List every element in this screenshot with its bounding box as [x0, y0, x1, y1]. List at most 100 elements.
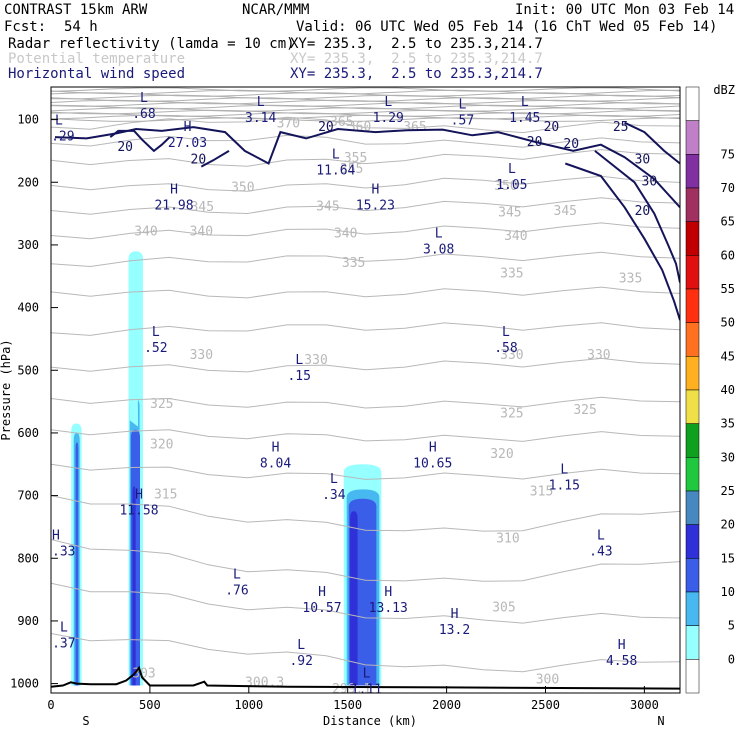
wind-label: 20: [191, 152, 207, 167]
colorbar-tick-label: 40: [721, 383, 735, 397]
extremum-low: L.15: [287, 353, 310, 384]
theta-contour: [51, 429, 680, 442]
colorbar-segment: [685, 558, 700, 593]
wind-label: 20: [635, 204, 651, 219]
theta-label: 345: [498, 206, 521, 221]
extremum-high: H4.58: [606, 638, 637, 669]
extremum-letter: H: [384, 585, 392, 600]
theta-label: 315: [154, 488, 177, 503]
colorbar-tick-label: 35: [721, 417, 735, 431]
theta-upper-contour: [51, 107, 680, 112]
reflectivity-fill-20dbz: [132, 486, 136, 686]
extremum-low: L1.11: [351, 666, 382, 693]
extremum-value: 8.29: [43, 130, 74, 145]
wind-contour: [564, 162, 680, 321]
extremum-high: H14.33: [51, 528, 76, 559]
colorbar-tick-label: 20: [721, 518, 735, 532]
field-wind-xy: XY= 235.3, 2.5 to 235.3,214.7: [290, 66, 543, 82]
theta-label: 330: [190, 348, 213, 363]
theta-contour: [51, 357, 680, 373]
extremum-low: L.57: [451, 97, 474, 128]
x-axis-label: Distance (km): [323, 714, 417, 728]
colorbar-tick-label: 10: [721, 585, 735, 599]
theta-contour: [51, 633, 680, 673]
colorbar-segment: [685, 322, 700, 357]
colorbar-unit: dBZ: [713, 83, 735, 97]
y-tick-label: 800: [17, 551, 39, 565]
extremum-letter: H: [272, 441, 280, 456]
theta-label: 335: [500, 267, 523, 282]
theta-label: 340: [134, 225, 157, 240]
x-tick-label: 3000: [630, 698, 659, 712]
wind-label: 20: [527, 135, 543, 150]
colorbar-tick-label: 60: [721, 248, 735, 262]
extremum-letter: H: [429, 441, 437, 456]
extremum-low: L1.05: [496, 162, 527, 193]
field-theta-name: Potential temperature: [8, 51, 186, 67]
theta-upper-contour: [51, 117, 680, 122]
colorbar-segment: [685, 591, 700, 626]
colorbar-tick-label: 5: [728, 619, 735, 633]
extremum-letter: L: [60, 621, 68, 636]
extremum-value: .92: [289, 654, 312, 669]
extremum-value: .34: [322, 488, 346, 503]
theta-contour: [51, 322, 680, 336]
theta-label: 325: [150, 397, 173, 412]
y-axis-label: Pressure (hPa): [0, 339, 13, 440]
extremum-low: L1.45: [509, 95, 540, 126]
x-tick-label: 0: [47, 698, 54, 712]
theta-label: 365: [330, 115, 353, 130]
extremum-high: H13.2: [439, 607, 470, 638]
colorbar-tick-label: 15: [721, 551, 735, 565]
wind-label: 20: [563, 137, 579, 152]
extremum-low: L11.64: [316, 147, 355, 178]
colorbar-segment: [685, 659, 700, 694]
extremum-letter: L: [459, 97, 467, 112]
theta-label: 340: [334, 226, 357, 241]
extremum-letter: L: [295, 353, 303, 368]
colorbar-segment: [685, 187, 700, 222]
wind-label: 20: [117, 140, 133, 155]
extremum-low: L.58: [494, 325, 517, 356]
extremum-value: 10.65: [413, 457, 452, 472]
colorbar-segment: [685, 86, 700, 121]
fcst-value: 54 h: [64, 19, 98, 35]
theta-upper-contour: [51, 109, 680, 115]
wind-contours: [54, 121, 680, 321]
theta-contour: [51, 539, 680, 582]
theta-contour: [51, 149, 680, 167]
wind-label: 20: [544, 120, 560, 135]
extremum-letter: L: [233, 567, 241, 582]
colorbar-segment: [685, 524, 700, 559]
extremum-high: H8.04: [260, 441, 291, 472]
x-tick-label: 2000: [432, 698, 461, 712]
extremum-value: 27.03: [168, 136, 207, 151]
theta-contours: [51, 116, 680, 673]
colorbar-segment: [685, 625, 700, 660]
theta-contour: [51, 134, 680, 148]
extremum-letter: L: [257, 95, 265, 110]
extremum-value: .57: [451, 113, 474, 128]
colorbar-segment: [685, 221, 700, 256]
extremum-value: 13.2: [439, 623, 470, 638]
wind-contour: [624, 121, 680, 165]
theta-contour: [51, 286, 680, 299]
field-reflectivity-name: Radar reflectivity (lamda = 10 cm): [8, 36, 295, 52]
extremum-value: 13.13: [369, 601, 408, 616]
endpoint-north: N: [657, 714, 664, 728]
x-tick-label: 500: [139, 698, 161, 712]
extremum-value: .76: [225, 583, 248, 598]
theta-contour: [51, 495, 680, 532]
extremum-value: .68: [132, 107, 155, 122]
extremum-letter: H: [371, 183, 379, 198]
valid-time: Valid: 06 UTC Wed 05 Feb 14 (16 ChT Wed …: [296, 19, 718, 35]
extremum-letter: L: [521, 95, 529, 110]
colorbar-segment: [685, 457, 700, 492]
extremum-letter: L: [152, 325, 160, 340]
theta-label: 315: [530, 485, 553, 500]
theta-label: 335: [619, 272, 642, 287]
extremum-letter: L: [55, 114, 63, 129]
theta-label: 340: [190, 225, 213, 240]
y-tick-label: 600: [17, 426, 39, 440]
